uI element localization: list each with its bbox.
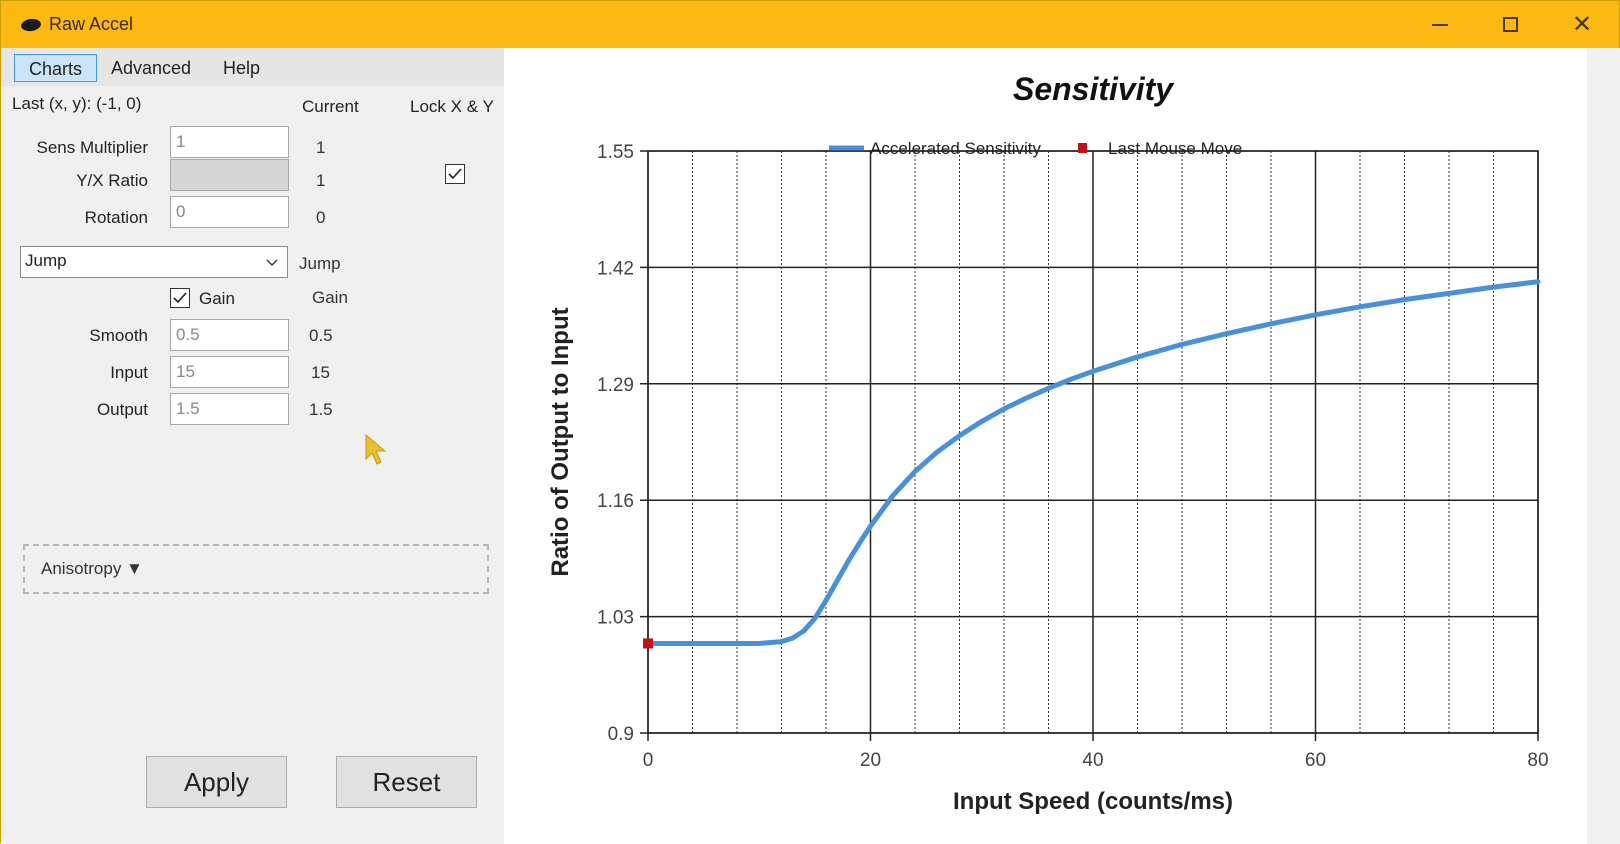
accelerated-sensitivity-line <box>645 279 1541 646</box>
last-xy-label: Last (x, y): (-1, 0) <box>12 94 142 113</box>
gain-checkbox[interactable] <box>170 288 190 308</box>
mouse-cursor-icon <box>365 433 387 465</box>
rotation-input[interactable] <box>170 196 289 228</box>
y-tick-label: 1.55 <box>597 142 634 163</box>
y-tick-label: 0.9 <box>608 724 634 745</box>
lock-xy-header: Lock X & Y <box>410 97 494 116</box>
rotation-current: 0 <box>316 208 326 227</box>
title-bar[interactable]: Raw Accel ✕ <box>1 1 1619 48</box>
window-title: Raw Accel <box>49 14 134 34</box>
chart-title: Sensitivity <box>1013 71 1175 107</box>
sens-multiplier-label: Sens Multiplier <box>36 138 149 157</box>
yx-ratio-label: Y/X Ratio <box>76 171 148 190</box>
sens-multiplier-current: 1 <box>316 138 326 157</box>
sensitivity-chart: Sensitivity 0 20 40 60 80 0.9 1.03 1.16 1.29 1.42 1… <box>504 48 1587 844</box>
x-tick-label: 40 <box>1082 750 1103 771</box>
gain-current: Gain <box>312 288 348 307</box>
panel-border <box>1587 48 1620 844</box>
accel-type-dropdown[interactable]: Jump <box>20 246 288 278</box>
x-tick-label: 60 <box>1305 750 1326 771</box>
y-tick-label: 1.03 <box>597 608 634 629</box>
settings-panel: Charts Advanced Help Last (x, y): (-1, 0… <box>1 48 504 844</box>
checkmark-icon <box>448 168 462 180</box>
x-tick-label: 0 <box>643 750 654 771</box>
minimize-button[interactable] <box>1409 1 1471 48</box>
input-current: 15 <box>311 363 330 382</box>
legend-accelerated-sensitivity: Accelerated Sensitivity <box>870 139 1042 158</box>
output-label: Output <box>96 400 148 419</box>
legend-last-mouse-move: Last Mouse Move <box>1108 139 1242 158</box>
chart-canvas: Sensitivity 0 20 40 60 80 0.9 1.03 1.16 1.29 1.42 1… <box>547 71 1549 815</box>
x-axis-label: Input Speed (counts/ms) <box>953 788 1233 815</box>
accel-type-selected: Jump <box>25 251 67 270</box>
menu-charts[interactable]: Charts <box>14 54 98 82</box>
input-param-input[interactable] <box>170 356 289 388</box>
current-header: Current <box>302 97 359 116</box>
chevron-down-icon <box>266 259 278 266</box>
menu-help[interactable]: Help <box>223 58 261 78</box>
output-param-input[interactable] <box>170 393 289 425</box>
output-current: 1.5 <box>309 400 333 419</box>
anisotropy-toggle[interactable]: Anisotropy ▼ <box>23 544 489 594</box>
maximize-icon <box>1502 17 1518 32</box>
y-tick-label: 1.29 <box>597 375 634 396</box>
sens-multiplier-input[interactable] <box>170 126 289 158</box>
lock-xy-checkbox[interactable] <box>445 164 465 184</box>
smooth-current: 0.5 <box>309 326 333 345</box>
app-mouse-icon <box>20 17 42 33</box>
yx-ratio-current: 1 <box>316 171 326 190</box>
smooth-label: Smooth <box>89 326 148 345</box>
y-tick-label: 1.16 <box>597 491 634 512</box>
maximize-button[interactable] <box>1479 1 1541 48</box>
x-tick-label: 20 <box>860 750 881 771</box>
gain-label: Gain <box>199 289 235 308</box>
close-icon: ✕ <box>1571 11 1593 38</box>
checkmark-icon <box>173 292 187 304</box>
menu-bar: Charts Advanced Help <box>1 48 504 86</box>
accel-type-current: Jump <box>299 254 341 273</box>
y-axis-label: Ratio of Output to Input <box>547 307 574 576</box>
yx-ratio-input <box>170 159 289 191</box>
smooth-input[interactable] <box>170 319 289 351</box>
close-button[interactable]: ✕ <box>1551 1 1613 48</box>
y-tick-label: 1.42 <box>597 258 634 279</box>
menu-advanced[interactable]: Advanced <box>111 58 192 78</box>
anisotropy-label: Anisotropy ▼ <box>41 559 143 578</box>
x-tick-label: 80 <box>1527 750 1548 771</box>
minimize-icon <box>1432 23 1448 26</box>
plot-area <box>647 150 1539 734</box>
apply-button[interactable]: Apply <box>146 756 287 808</box>
rotation-label: Rotation <box>84 208 148 227</box>
input-label: Input <box>110 363 148 382</box>
reset-button[interactable]: Reset <box>336 756 477 808</box>
legend-marker-icon <box>1078 143 1087 153</box>
last-mouse-move-marker <box>643 638 653 649</box>
